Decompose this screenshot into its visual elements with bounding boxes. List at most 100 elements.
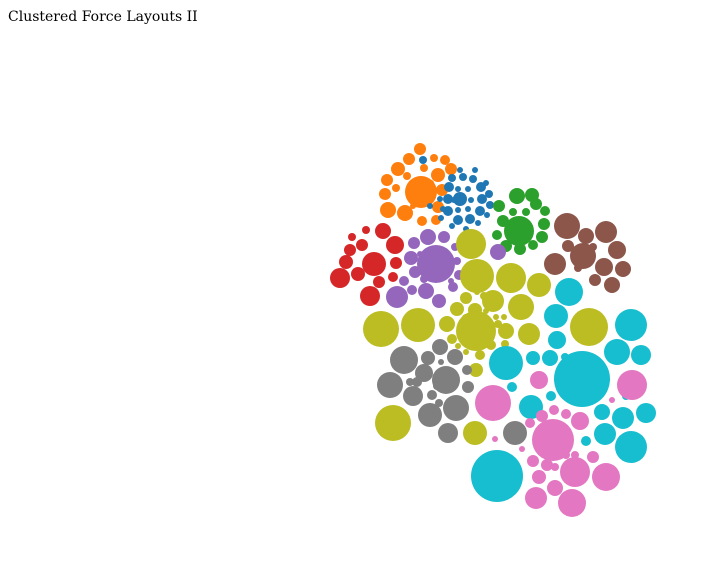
olive-bubble [480,292,488,300]
olive-bubble [494,320,502,328]
olive-bubble [462,314,470,322]
brown-bubble [615,261,631,277]
green-bubble [522,208,530,216]
brown-bubble [554,213,580,239]
cluster-purple [386,229,506,308]
pink-bubble [558,489,586,517]
pink-bubble [527,455,539,467]
cluster-pink [475,370,647,517]
blue-bubble [449,223,455,229]
orange-bubble [428,180,434,186]
blue-bubble [453,192,467,206]
green-bubble [497,215,509,227]
green-bubble [493,200,505,212]
cluster-olive [363,229,608,445]
red-bubble [362,226,370,234]
blue-bubble [419,156,427,164]
olive-bubble [456,229,486,259]
cyan-bubble [489,346,523,380]
purple-bubble [399,276,409,286]
cyan-bubble [581,436,591,446]
purple-bubble [409,266,421,278]
cyan-bubble [471,450,523,502]
olive-bubble [518,323,540,345]
olive-bubble [375,405,411,441]
cyan-bubble [636,403,656,423]
orange-bubble [445,163,457,175]
purple-bubble [417,251,423,257]
olive-bubble [487,329,493,335]
cyan-bubble [561,353,569,361]
pink-bubble [571,412,589,430]
orange-bubble [397,205,413,221]
cyan-bubble [542,350,558,366]
pink-bubble [525,418,535,428]
gray-bubble [443,395,469,421]
purple-bubble [453,257,461,265]
olive-bubble [401,308,435,342]
red-bubble [339,255,353,269]
blue-bubble [475,220,481,226]
olive-bubble [486,340,496,350]
pink-bubble [541,459,553,471]
olive-bubble [455,343,461,349]
orange-bubble [380,202,396,218]
blue-bubble [465,186,471,192]
green-bubble [509,188,525,204]
brown-bubble [589,274,601,286]
purple-bubble [418,283,434,299]
pink-bubble [609,397,615,403]
orange-bubble [403,153,415,165]
blue-bubble [465,206,471,212]
olive-bubble [474,289,480,295]
olive-bubble [363,311,399,347]
pink-bubble [549,405,559,415]
green-bubble [540,206,550,216]
green-bubble [538,218,550,230]
olive-bubble [460,292,472,304]
brown-bubble [562,240,574,252]
pink-bubble [475,385,511,421]
red-bubble [362,252,386,276]
pink-bubble [560,457,590,487]
orange-bubble [381,174,393,186]
brown-bubble [608,241,626,259]
page-title: Clustered Force Layouts II [8,9,198,25]
pink-bubble [571,451,579,459]
blue-bubble [438,215,444,221]
gray-bubble [433,382,441,390]
blue-bubble [448,174,456,182]
pink-bubble [492,436,498,442]
purple-bubble [438,231,450,243]
olive-bubble [447,334,457,344]
cyan-bubble [631,345,651,365]
cluster-orange [379,143,457,226]
orange-bubble [420,164,428,172]
olive-bubble [501,340,509,348]
blue-bubble [475,206,485,216]
pink-bubble [547,480,563,496]
gray-bubble [415,364,433,382]
gray-bubble [427,390,437,400]
pink-bubble [592,463,620,491]
cluster-brown [544,213,631,293]
pink-bubble [536,410,548,422]
cyan-bubble [555,278,583,306]
cluster-green [492,188,550,255]
pink-bubble [532,470,546,484]
purple-bubble [420,229,436,245]
pink-bubble [530,371,548,389]
olive-bubble [460,259,494,293]
gray-bubble [438,359,444,365]
pink-bubble [587,451,599,463]
cyan-bubble [526,351,540,365]
pink-bubble [519,446,525,452]
orange-bubble [440,155,450,165]
gray-bubble [447,349,463,365]
gray-bubble [462,381,474,393]
olive-bubble [527,273,551,297]
olive-bubble [463,349,469,355]
olive-bubble [450,302,464,316]
blue-bubble [427,203,433,209]
